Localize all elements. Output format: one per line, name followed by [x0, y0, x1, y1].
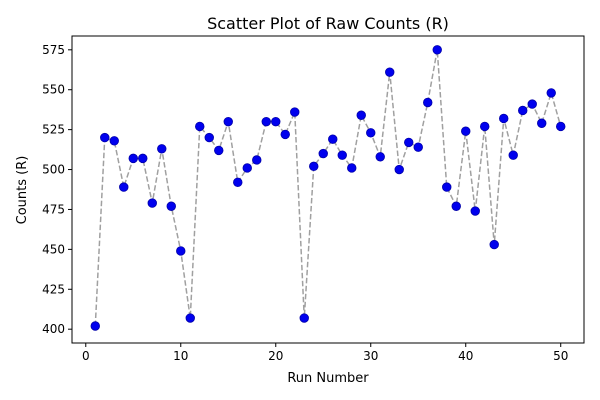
data-point [147, 198, 157, 208]
data-point [109, 136, 119, 146]
chart-title: Scatter Plot of Raw Counts (R) [207, 14, 449, 33]
x-axis-label: Run Number [287, 371, 369, 386]
data-point [366, 128, 376, 138]
data-point [470, 206, 480, 216]
data-point [128, 153, 138, 164]
y-tick-label: 475 [42, 202, 65, 216]
data-point [176, 246, 186, 256]
data-point [432, 45, 442, 55]
data-point [546, 88, 556, 98]
data-point [442, 182, 452, 192]
data-point [157, 144, 167, 154]
data-point [138, 153, 148, 164]
y-axis: 400 425 450 475 500 525 550 575 [42, 43, 72, 336]
data-point [119, 182, 129, 192]
data-point [233, 177, 243, 188]
y-tick-label: 575 [42, 43, 65, 57]
data-point [527, 99, 537, 109]
data-point [461, 126, 471, 136]
y-tick-label: 425 [42, 282, 65, 296]
data-point [223, 116, 233, 127]
data-point [299, 313, 309, 323]
y-tick-label: 550 [42, 83, 65, 97]
data-point [413, 142, 423, 152]
data-point [185, 313, 195, 323]
data-point [394, 164, 404, 175]
data-point [309, 161, 319, 172]
data-point [451, 201, 461, 211]
y-tick-label: 400 [42, 322, 65, 336]
y-tick-label: 450 [42, 242, 65, 256]
x-tick-label: 50 [553, 349, 568, 363]
data-point [337, 150, 347, 160]
data-point [328, 134, 338, 144]
data-point [347, 163, 357, 173]
x-axis: 0 10 20 30 40 50 [82, 343, 568, 363]
data-point [204, 132, 214, 143]
data-point [280, 129, 290, 140]
data-point [518, 105, 528, 116]
series-layer [90, 45, 566, 331]
x-tick-label: 40 [458, 349, 473, 363]
data-point [385, 67, 395, 77]
data-point [508, 150, 518, 160]
x-tick-label: 20 [268, 349, 283, 363]
data-point [195, 121, 205, 132]
y-tick-label: 525 [42, 123, 65, 137]
series-line [94, 49, 562, 327]
data-point [423, 97, 433, 108]
x-tick-label: 30 [363, 349, 378, 363]
data-point [214, 145, 224, 156]
x-tick-label: 10 [173, 349, 188, 363]
data-point [537, 118, 547, 128]
data-point [271, 116, 281, 127]
data-point [242, 163, 252, 173]
data-point [489, 239, 499, 250]
y-tick-label: 500 [42, 163, 65, 177]
data-point [90, 321, 100, 331]
data-point [556, 121, 566, 132]
data-point [499, 113, 509, 124]
plot-frame [71, 35, 585, 344]
data-point [261, 116, 271, 127]
data-point [318, 148, 328, 159]
data-point [404, 137, 414, 148]
data-point [166, 201, 176, 211]
data-point [100, 132, 110, 143]
data-point [356, 110, 366, 120]
data-point [252, 155, 262, 165]
data-point [375, 152, 385, 162]
x-tick-label: 0 [82, 349, 90, 363]
y-axis-label: Counts (R) [15, 156, 30, 225]
data-point [290, 107, 300, 117]
data-point [480, 121, 490, 132]
